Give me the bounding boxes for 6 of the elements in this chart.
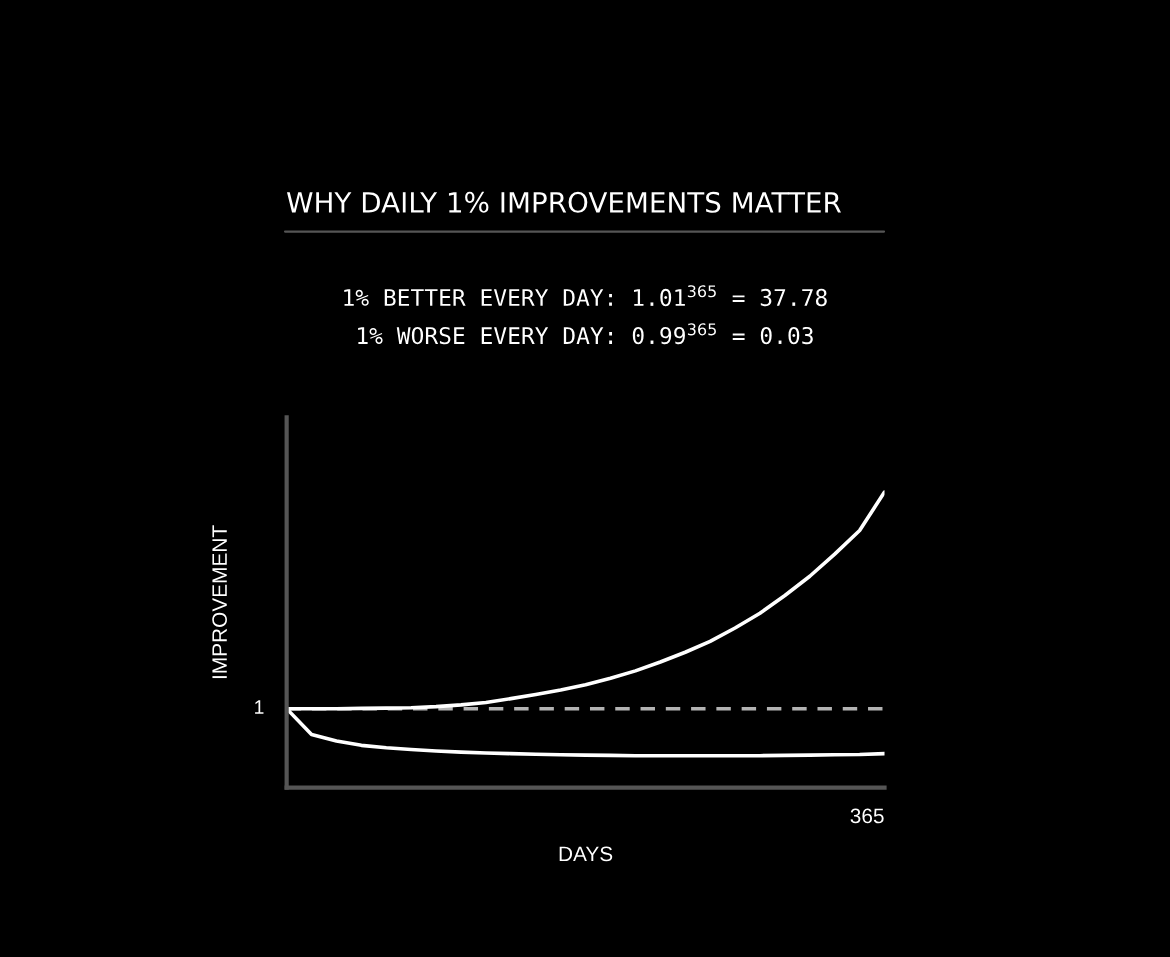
y-axis-title: IMPROVEMENT	[212, 525, 227, 679]
chart-title: WHY DAILY 1% IMPROVEMENTS MATTER	[286, 191, 841, 213]
text: 1% BETTER EVERY DAY: 1.01$^{365}$ = 37.78 1% WORSE EVERY DAY: 0.99$^{365}$ = 0.03	[344, 285, 827, 345]
x-axis-title: DAYS	[559, 846, 613, 862]
text: 1	[255, 700, 264, 714]
text: 365	[850, 808, 884, 824]
